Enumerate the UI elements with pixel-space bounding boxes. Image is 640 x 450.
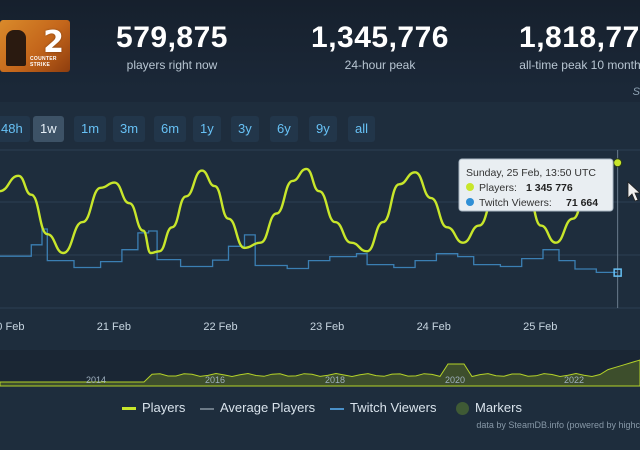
corner-label: S — [632, 86, 640, 98]
legend-swatch-players — [122, 407, 136, 411]
stat-players-now: 579,875 players right now — [108, 20, 236, 72]
legend-item-players[interactable]: Players — [122, 398, 185, 418]
stat-24h-peak: 1,345,776 24-hour peak — [300, 20, 460, 72]
stat-value: 1,818,773 — [519, 21, 640, 54]
chart-credits[interactable]: data by SteamDB.info (powered by highc — [476, 420, 640, 430]
range-button-1w[interactable]: 1w — [33, 116, 64, 142]
soldier-figure-icon — [6, 30, 26, 66]
legend-item-markers[interactable]: Markers — [456, 398, 522, 418]
stat-label: 24-hour peak — [344, 58, 416, 72]
logo-number: 2 — [43, 25, 64, 60]
legend-item-average-players[interactable]: Average Players — [200, 398, 315, 418]
legend-label: Average Players — [220, 400, 316, 415]
stat-all-time-peak: 1,818,773 all-time peak 10 months a — [508, 20, 640, 72]
stat-label: all-time peak 10 months a — [519, 58, 640, 72]
logo-caption: COUNTER STRIKE — [30, 56, 57, 68]
range-button-1m[interactable]: 1m — [74, 116, 107, 142]
stat-value: 1,345,776 — [311, 21, 449, 54]
stats-header — [0, 0, 640, 90]
stat-value: 579,875 — [116, 21, 228, 54]
range-button-6y[interactable]: 6y — [270, 116, 298, 142]
range-button-1y[interactable]: 1y — [193, 116, 221, 142]
range-button-all[interactable]: all — [348, 116, 376, 142]
range-button-9y[interactable]: 9y — [309, 116, 337, 142]
legend-swatch-twitch — [330, 407, 344, 410]
legend-swatch-markers — [456, 402, 469, 416]
legend-label: Markers — [475, 400, 522, 415]
stat-label: players right now — [126, 58, 218, 72]
range-button-3m[interactable]: 3m — [113, 116, 146, 142]
range-button-48h[interactable]: 48h — [0, 116, 30, 142]
legend-label: Twitch Viewers — [350, 400, 437, 415]
range-button-3y[interactable]: 3y — [231, 116, 259, 142]
range-button-6m[interactable]: 6m — [154, 116, 187, 142]
legend-item-twitch-viewers[interactable]: Twitch Viewers — [330, 398, 436, 418]
legend-swatch-average — [200, 407, 214, 410]
chart-legend: Players Average Players Twitch Viewers M… — [0, 398, 640, 418]
game-logo[interactable]: 2 COUNTER STRIKE — [0, 20, 70, 72]
legend-label: Players — [142, 400, 186, 415]
